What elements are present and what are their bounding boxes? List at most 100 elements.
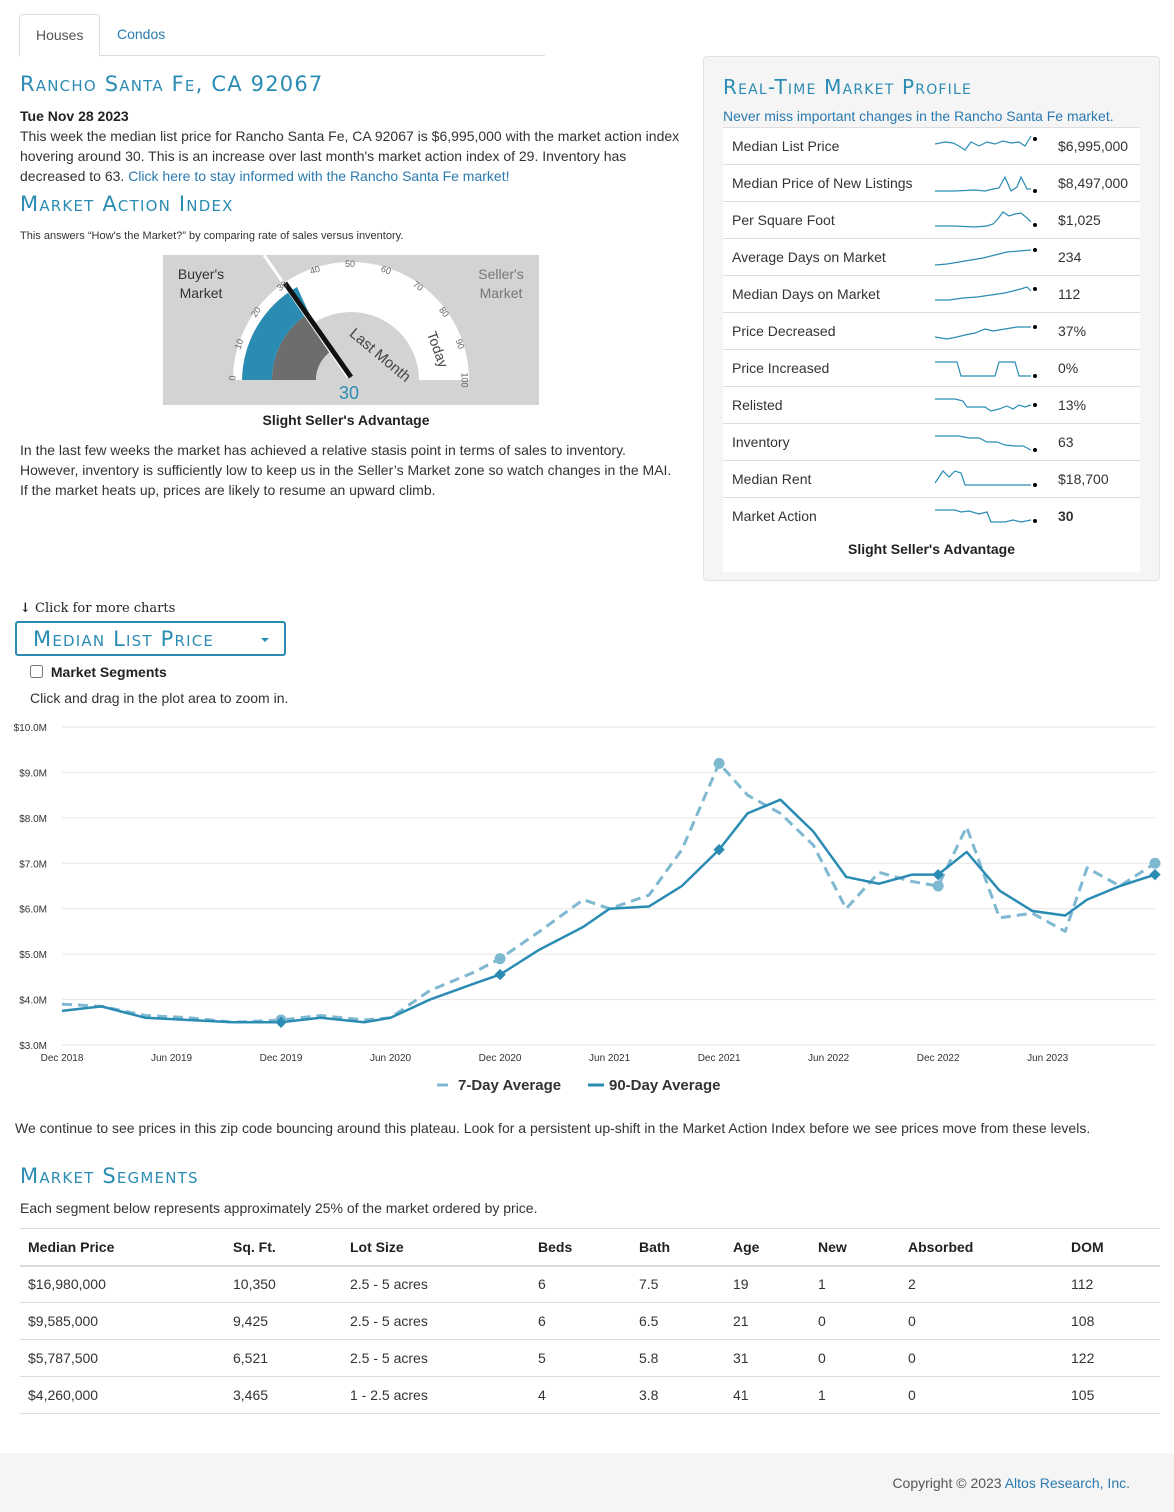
x-tick-label: Dec 2021 [698,1053,741,1064]
cell: 1 - 2.5 acres [342,1376,530,1414]
data-point [713,757,725,769]
copyright: Copyright © 2023 Altos Research, Inc. [892,1475,1130,1491]
mai-gauge-svg [233,255,469,380]
profile-row: Median Price of New Listings $8,497,000 [723,164,1140,201]
sparkline [935,325,1037,340]
more-charts-toggle[interactable]: ↓ Click for more charts [20,601,175,616]
cell: 7.5 [631,1265,725,1303]
cell: 1 [810,1376,900,1414]
y-tick-label: $7.0M [19,859,47,870]
chart-select-label: Median List Price [33,627,215,651]
x-tick-label: Dec 2018 [41,1053,84,1064]
data-point [275,1016,287,1028]
data-point [1149,868,1161,881]
chart-note: We continue to see prices in this zip co… [15,1120,1091,1136]
x-tick-label: Dec 2022 [917,1053,960,1064]
profile-row-label: Market Action [732,508,817,524]
profile-row-value: $6,995,000 [1058,138,1129,154]
profile-row-label: Price Increased [732,360,830,376]
cell: 5.8 [631,1339,725,1377]
segments-toggle: Market Segments [30,664,167,680]
legend-label: 7-Day Average [458,1077,561,1094]
data-point [932,868,944,881]
chart-select-dropdown[interactable]: Median List Price [15,621,286,656]
cell: 0 [900,1339,1063,1377]
gauge-buyer-label: Buyer's Market [177,266,225,301]
data-point [494,953,506,965]
cell: 31 [725,1339,810,1377]
property-type-tabs: Houses Condos [19,14,545,57]
col-dom: DOM [1063,1228,1160,1267]
profile-row-value: 37% [1058,323,1087,339]
market-profile-panel: Real-Time Market Profile Never miss impo… [703,56,1160,581]
gauge-tick: 50 [345,259,356,269]
caret-down-icon [261,638,269,642]
profile-row: Price Increased 0% [723,349,1140,386]
profile-subtitle[interactable]: Never miss important changes in the Ranc… [723,108,1114,124]
profile-row: Market Action 30 [723,497,1140,534]
x-tick-label: Jun 2023 [1027,1053,1069,1064]
cell: 108 [1063,1302,1160,1340]
x-tick-label: Jun 2022 [808,1053,850,1064]
cell: 21 [725,1302,810,1340]
y-tick-label: $6.0M [19,905,47,916]
segments-header-row: Median Price Sq. Ft. Lot Size Beds Bath … [20,1228,1160,1267]
table-row: $5,787,500 6,521 2.5 - 5 acres 5 5.8 31 0 0 122 [20,1339,1160,1377]
company-link[interactable]: Altos Research, Inc. [1004,1475,1130,1491]
cell: 2.5 - 5 acres [342,1302,530,1340]
cell: 6 [530,1265,631,1303]
data-point [932,880,944,892]
col-new: New [810,1228,900,1267]
cell: 0 [900,1376,1063,1414]
tab-condos[interactable]: Condos [117,26,166,42]
stay-informed-link[interactable]: Click here to stay informed with the Ran… [128,168,510,184]
sparkline [935,211,1037,228]
copyright-text: Copyright © 2023 [892,1475,1002,1491]
cell: 1 [810,1265,900,1303]
profile-row-value: 13% [1058,397,1087,413]
profile-table: Median List Price $6,995,000 Median Price… [723,127,1140,572]
series-line-7-day [61,761,1156,1024]
profile-row-value: $1,025 [1058,212,1101,228]
sparkline [935,248,1037,266]
cell: $16,980,000 [20,1265,225,1303]
profile-row-label: Median Rent [732,471,812,487]
cell: 105 [1063,1376,1160,1414]
mai-subtitle: This answers “How's the Market?” by comp… [20,230,404,242]
mai-title: Market Action Index [20,192,234,216]
segments-title: Market Segments [20,1164,199,1188]
profile-row: Median Rent $18,700 [723,460,1140,497]
mai-paragraph: In the last few weeks the market has ach… [20,442,672,498]
cell: 2.5 - 5 acres [342,1265,530,1303]
gauge-seller-label: Seller's Market [478,266,524,301]
cell: $4,260,000 [20,1376,225,1414]
profile-row-label: Per Square Foot [732,212,835,228]
profile-row-label: Average Days on Market [732,249,886,265]
profile-row: Average Days on Market 234 [723,238,1140,275]
profile-row-value: 0% [1058,360,1079,376]
cell: 112 [1063,1265,1160,1303]
page-title: Rancho Santa Fe, CA 92067 [20,72,324,96]
segments-subtitle: Each segment below represents approximat… [20,1200,538,1216]
sparkline [935,175,1037,193]
cell: 19 [725,1265,810,1303]
profile-row-label: Median Days on Market [732,286,880,302]
cell: 6 [530,1302,631,1340]
profile-row-value: 63 [1058,434,1074,450]
sparkline [935,135,1037,151]
profile-row: Relisted 13% [723,386,1140,423]
y-tick-label: $10.0M [14,723,47,734]
series-line-90-day [61,798,1156,1024]
col-beds: Beds [530,1228,631,1267]
col-lot-size: Lot Size [342,1228,530,1267]
table-row: $4,260,000 3,465 1 - 2.5 acres 4 3.8 41 1 0 105 [20,1376,1160,1414]
market-segments-checkbox[interactable] [30,665,43,678]
gauge-value: 30 [339,383,360,403]
sparkline [935,361,1037,378]
x-tick-label: Jun 2020 [370,1053,412,1064]
profile-row: Per Square Foot $1,025 [723,201,1140,238]
cell: 41 [725,1376,810,1414]
tab-houses[interactable]: Houses [19,14,101,57]
median-list-price-chart[interactable]: $3.0M $4.0M $5.0M $6.0M $7.0M $8.0M $9.0M $10.0… [0,715,1174,1105]
sparkline [935,398,1037,412]
